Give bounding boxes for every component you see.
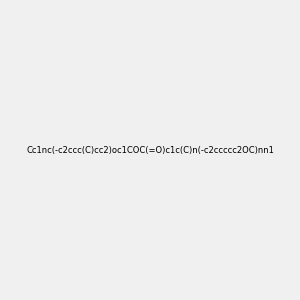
Text: Cc1nc(-c2ccc(C)cc2)oc1COC(=O)c1c(C)n(-c2ccccc2OC)nn1: Cc1nc(-c2ccc(C)cc2)oc1COC(=O)c1c(C)n(-c2… — [26, 146, 274, 154]
